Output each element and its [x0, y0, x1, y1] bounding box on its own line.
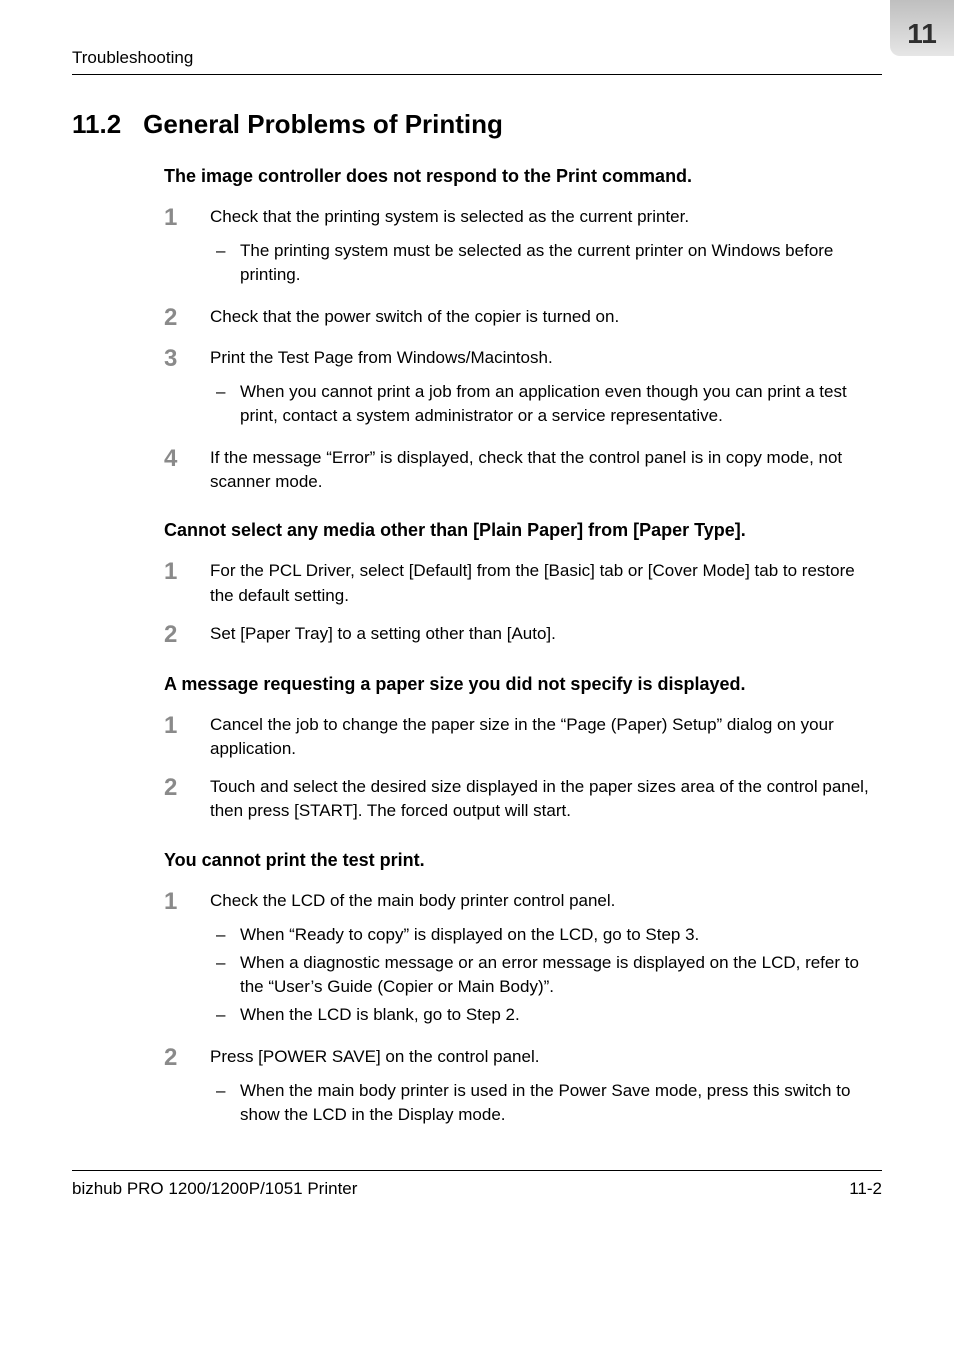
step-number: 1: [164, 713, 210, 761]
step-body: Check that the power switch of the copie…: [210, 305, 882, 331]
step-text: Set [Paper Tray] to a setting other than…: [210, 622, 882, 646]
step-sub-list: The printing system must be selected as …: [210, 239, 882, 287]
step-number: 2: [164, 1045, 210, 1131]
step-number: 2: [164, 305, 210, 331]
step-sub-item: When you cannot print a job from an appl…: [210, 380, 882, 428]
step-text: Check that the power switch of the copie…: [210, 305, 882, 329]
step-text: Check that the printing system is select…: [210, 205, 882, 229]
step-body: Touch and select the desired size displa…: [210, 775, 882, 823]
step-sub-item: When “Ready to copy” is displayed on the…: [210, 923, 882, 947]
step-sub-item: When a diagnostic message or an error me…: [210, 951, 882, 999]
step: 2Set [Paper Tray] to a setting other tha…: [164, 622, 882, 648]
step-number: 1: [164, 205, 210, 291]
running-head: Troubleshooting: [72, 48, 882, 75]
step-text: Press [POWER SAVE] on the control panel.: [210, 1045, 882, 1069]
step-text: If the message “Error” is displayed, che…: [210, 446, 882, 494]
step-body: For the PCL Driver, select [Default] fro…: [210, 559, 882, 607]
step-text: Cancel the job to change the paper size …: [210, 713, 882, 761]
sub-heading: You cannot print the test print.: [164, 850, 882, 871]
step-number: 1: [164, 889, 210, 1032]
step: 1Check that the printing system is selec…: [164, 205, 882, 291]
step-body: Press [POWER SAVE] on the control panel.…: [210, 1045, 882, 1131]
step: 2Touch and select the desired size displ…: [164, 775, 882, 823]
step-sub-item: When the LCD is blank, go to Step 2.: [210, 1003, 882, 1027]
section-number: 11.2: [72, 109, 121, 140]
chapter-tab-number: 11: [907, 18, 937, 50]
step-text: For the PCL Driver, select [Default] fro…: [210, 559, 882, 607]
sub-heading: The image controller does not respond to…: [164, 166, 882, 187]
step-text: Print the Test Page from Windows/Macinto…: [210, 346, 882, 370]
sub-heading: Cannot select any media other than [Plai…: [164, 520, 882, 541]
section-heading: 11.2 General Problems of Printing: [72, 109, 882, 140]
sub-heading: A message requesting a paper size you di…: [164, 674, 882, 695]
step-body: Cancel the job to change the paper size …: [210, 713, 882, 761]
step-sub-list: When you cannot print a job from an appl…: [210, 380, 882, 428]
section-title: General Problems of Printing: [143, 109, 503, 140]
step-body: Check that the printing system is select…: [210, 205, 882, 291]
step: 1Cancel the job to change the paper size…: [164, 713, 882, 761]
step-body: Check the LCD of the main body printer c…: [210, 889, 882, 1032]
step-body: Set [Paper Tray] to a setting other than…: [210, 622, 882, 648]
step-number: 1: [164, 559, 210, 607]
step-sub-item: When the main body printer is used in th…: [210, 1079, 882, 1127]
step-number: 2: [164, 622, 210, 648]
step: 1Check the LCD of the main body printer …: [164, 889, 882, 1032]
step: 2Press [POWER SAVE] on the control panel…: [164, 1045, 882, 1131]
step-body: Print the Test Page from Windows/Macinto…: [210, 346, 882, 432]
step-text: Check the LCD of the main body printer c…: [210, 889, 882, 913]
step: 2Check that the power switch of the copi…: [164, 305, 882, 331]
step-text: Touch and select the desired size displa…: [210, 775, 882, 823]
step-number: 3: [164, 346, 210, 432]
step-body: If the message “Error” is displayed, che…: [210, 446, 882, 494]
step: 3Print the Test Page from Windows/Macint…: [164, 346, 882, 432]
step: 1For the PCL Driver, select [Default] fr…: [164, 559, 882, 607]
step-sub-list: When the main body printer is used in th…: [210, 1079, 882, 1127]
footer-left: bizhub PRO 1200/1200P/1051 Printer: [72, 1179, 357, 1199]
step-number: 4: [164, 446, 210, 494]
step-sub-item: The printing system must be selected as …: [210, 239, 882, 287]
chapter-tab: 11: [890, 0, 954, 56]
step: 4If the message “Error” is displayed, ch…: [164, 446, 882, 494]
step-sub-list: When “Ready to copy” is displayed on the…: [210, 923, 882, 1028]
running-title: Troubleshooting: [72, 48, 193, 68]
page-footer: bizhub PRO 1200/1200P/1051 Printer 11-2: [72, 1170, 882, 1199]
step-number: 2: [164, 775, 210, 823]
footer-right: 11-2: [849, 1179, 882, 1199]
